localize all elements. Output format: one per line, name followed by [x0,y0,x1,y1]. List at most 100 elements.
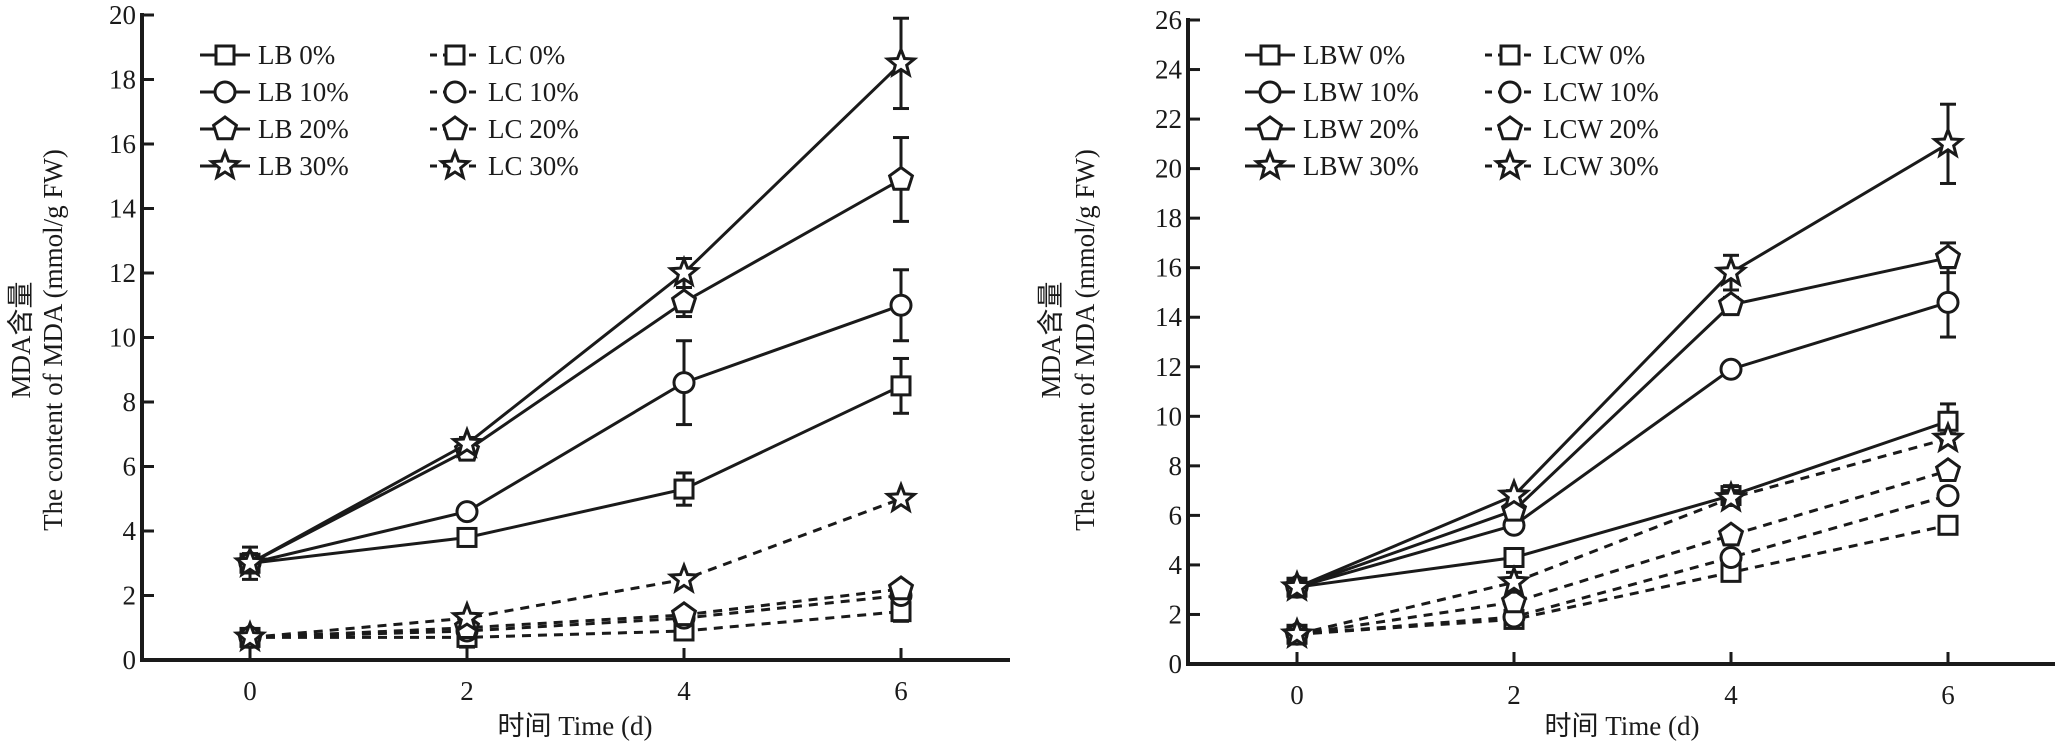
series-lb-20- [236,136,915,575]
x-tick-label: 2 [1507,680,1521,710]
legend-item: LCW 0% [1485,40,1645,70]
data-point [889,293,913,317]
y-tick-label: 16 [109,129,136,159]
legend-item: LC 20% [430,114,579,144]
y-tick-label: 14 [1155,302,1183,332]
series-lb-30- [232,16,919,581]
y-tick-label: 14 [109,194,137,224]
legend-label: LBW 20% [1303,114,1419,144]
y-tick-label: 18 [109,65,136,95]
y-tick-label: 24 [1155,55,1183,85]
x-tick-label: 0 [1290,680,1304,710]
data-point [672,371,696,395]
data-point [1279,616,1315,649]
legend-marker-star-icon [1252,147,1288,181]
legend-item: LC 0% [430,40,565,70]
series-line [249,62,903,565]
y-tick-label: 22 [1155,104,1182,134]
series-line [249,587,902,639]
legend-item: LC 10% [430,77,579,107]
series-line [249,178,902,565]
legend-item: LB 20% [200,114,349,144]
data-point [883,45,919,79]
series-lbw-30- [1279,102,1966,602]
data-point [887,165,915,191]
series-line [249,497,902,639]
legend-marker-pentagon-icon [1496,115,1524,141]
y-tick-label: 16 [1155,253,1182,283]
legend-item: LB 0% [200,40,335,70]
data-point [1937,514,1959,536]
series-lbw-20- [1283,241,1962,599]
data-point [673,478,695,500]
series-lc-10- [238,584,913,649]
legend-marker-circle-icon [1258,80,1282,104]
legend-label: LCW 0% [1543,40,1645,70]
x-tick-label: 4 [677,676,691,706]
data-point [449,425,485,459]
legend-marker-square-icon [1499,44,1521,66]
data-point [1936,290,1960,314]
legend-marker-star-icon [207,147,243,181]
series-lcw-10- [1285,484,1960,646]
legend-marker-pentagon-icon [211,115,239,141]
legend-label: LBW 0% [1303,40,1405,70]
y-tick-label: 0 [1169,649,1183,679]
data-point [1500,588,1528,614]
data-point [666,254,702,288]
chart-left-lb-lc: MDA含量 The content of MDA (mmol/g FW) 时间 … [6,0,1010,741]
legend-marker-square-icon [1259,44,1281,66]
data-point [1934,456,1962,482]
legend-marker-square-icon [444,44,466,66]
series-line [249,594,902,639]
data-point [232,619,268,653]
data-point [1713,254,1749,288]
data-point [1717,521,1745,547]
data-point [449,599,485,633]
series-line [250,610,902,639]
y-tick-label: 10 [1155,401,1182,431]
series-lc-20- [236,575,915,649]
data-point [1719,357,1743,381]
series-line [1296,300,1949,589]
series-line [1296,419,1949,589]
legend-marker-star-icon [1492,147,1528,181]
x-tick-label: 4 [1724,680,1738,710]
legend-marker-pentagon-icon [441,115,469,141]
series-lcw-30- [1279,420,1966,649]
legend-marker-circle-icon [1498,80,1522,104]
legend-label: LB 0% [258,40,335,70]
legend-item: LC 30% [430,147,579,181]
y-tick-label: 0 [123,645,137,675]
legend-label: LBW 10% [1303,77,1419,107]
legend-item: LCW 30% [1485,147,1659,181]
legend-marker-square-icon [214,44,236,66]
series-line [249,303,902,565]
series-lcw-20- [1283,456,1962,646]
legend-item: LBW 30% [1245,147,1419,181]
legend-item: LCW 20% [1485,114,1659,144]
legend: LBW 0% LBW 10% LBW 20% LBW 30% LCW 0% LCW 10%… [1245,40,1659,181]
x-tick-label: 6 [894,676,908,706]
legend-label: LB 20% [258,114,349,144]
y-tick-label: 20 [109,0,136,30]
legend-item: LBW 20% [1245,114,1419,144]
legend-label: LB 10% [258,77,349,107]
y-axis-title-en: The content of MDA (mmol/g FW) [1070,149,1100,531]
legend-marker-circle-icon [213,80,237,104]
series-line [1296,142,1949,589]
legend-label: LBW 30% [1303,151,1419,181]
series-lc-30- [232,480,919,653]
y-tick-label: 4 [1169,550,1183,580]
series-line [1296,494,1949,636]
data-point [883,480,919,514]
data-point [1717,290,1745,317]
legend-label: LC 30% [488,151,579,181]
data-point [887,575,915,601]
series-lbw-0- [1286,402,1959,598]
y-tick-label: 8 [123,387,137,417]
x-tick-label: 0 [243,676,257,706]
legend-item: LBW 0% [1245,40,1405,70]
data-point [666,561,702,595]
